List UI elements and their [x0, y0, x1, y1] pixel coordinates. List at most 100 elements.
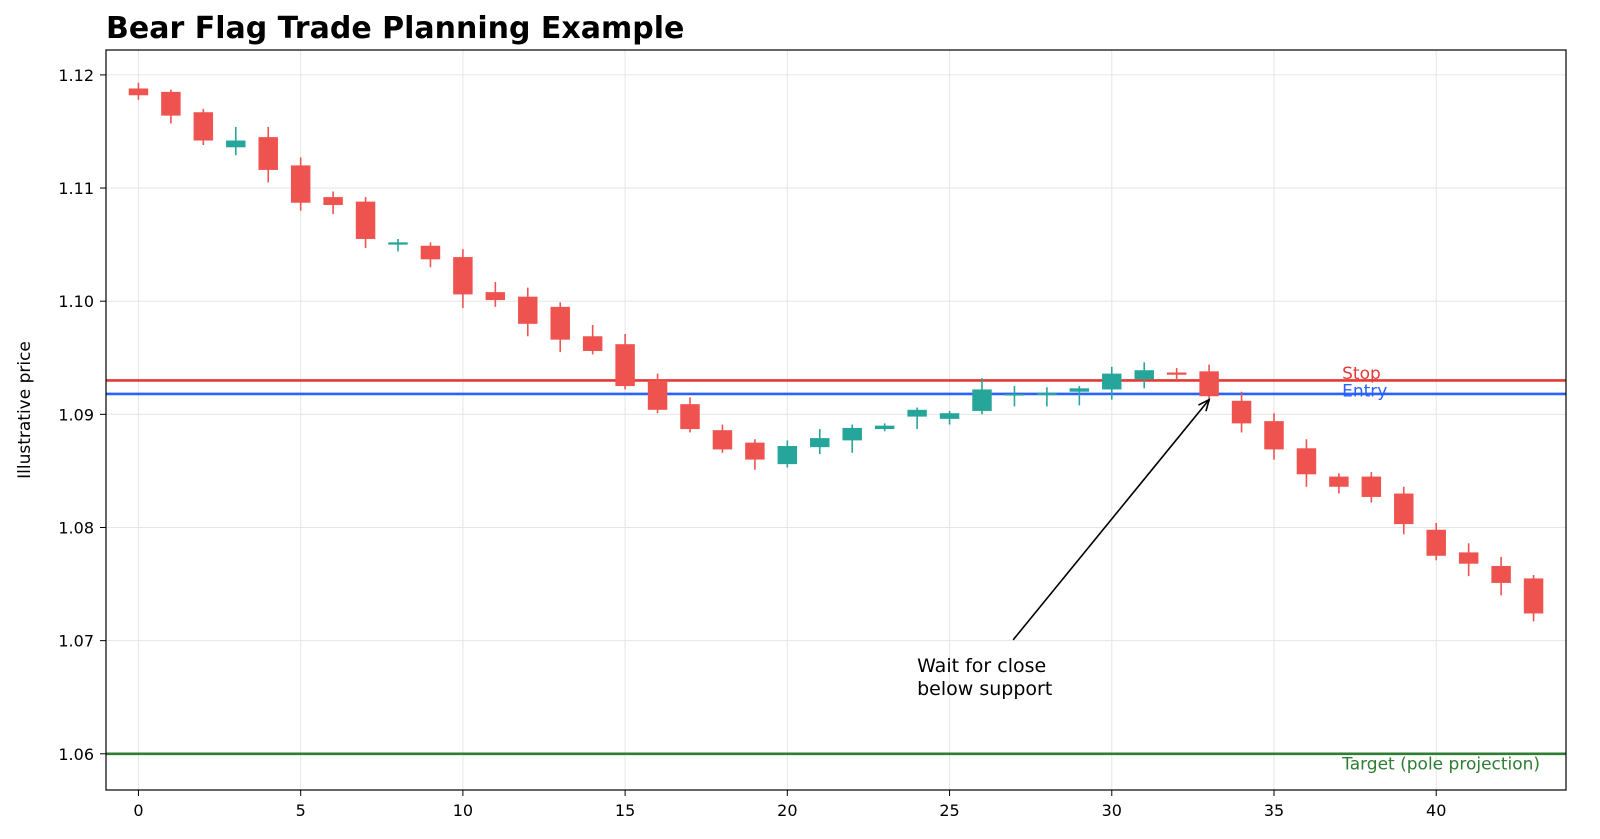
candle-bullish [907, 407, 927, 430]
candle-bearish [550, 302, 570, 353]
candle-body [810, 438, 830, 448]
candle-bearish [193, 108, 214, 146]
candle-body [388, 242, 408, 245]
annotation-text: below support [917, 678, 1052, 700]
x-tick-label: 5 [296, 801, 306, 820]
candle-body [1037, 392, 1057, 396]
candle-bearish [453, 249, 473, 308]
candle-bearish [1199, 364, 1219, 402]
candle-bearish [128, 82, 149, 100]
candle-bearish [1264, 413, 1284, 460]
annotation-arrow-line [1012, 399, 1210, 641]
candle-body [1264, 421, 1284, 450]
candle-body [1102, 373, 1122, 390]
y-tick-label: 1.12 [58, 66, 94, 85]
y-tick-label: 1.10 [58, 292, 94, 311]
candle-bearish [680, 397, 700, 433]
candle-body [1134, 370, 1154, 380]
candle-bearish [258, 126, 278, 183]
candle-bullish [1037, 387, 1057, 407]
candle-bearish [420, 242, 441, 268]
candle-body [745, 442, 765, 460]
candle-bearish [647, 373, 668, 414]
target-level-label: Target (pole projection) [1341, 754, 1540, 774]
candle-body [680, 404, 700, 430]
candle-body [1426, 529, 1446, 556]
candle-body [647, 380, 668, 410]
candle-bullish [972, 378, 992, 415]
candle-body [550, 306, 570, 340]
candle-body [582, 336, 603, 351]
candle-bearish [1329, 473, 1349, 494]
y-axis-label: Illustrative price [15, 341, 35, 479]
x-tick-label: 30 [1102, 801, 1122, 820]
candle-body [842, 427, 862, 441]
y-tick-label: 1.11 [58, 179, 94, 198]
candle-bullish [1004, 386, 1025, 407]
y-tick-label: 1.09 [58, 405, 94, 424]
candle-bullish [810, 429, 830, 454]
x-tick-label: 15 [615, 801, 635, 820]
candle-bearish [582, 324, 603, 355]
candle-body [323, 197, 343, 206]
candle-body [1523, 578, 1544, 614]
candle-body [1166, 372, 1187, 375]
candle-body [1458, 552, 1479, 564]
candle-bearish [1231, 391, 1252, 433]
annotation-text: Wait for close [917, 655, 1046, 677]
candle-body [1296, 448, 1317, 475]
candle-body [615, 344, 635, 387]
candle-body [777, 446, 798, 465]
candle-bearish [518, 287, 538, 337]
candle-bearish [745, 439, 765, 470]
candle-bearish [485, 281, 506, 307]
candle-bearish [1361, 472, 1382, 503]
x-tick-label: 35 [1264, 801, 1284, 820]
candle-body [1394, 493, 1414, 525]
candle-body [1069, 388, 1090, 392]
candle-bearish [712, 424, 733, 453]
candle-bullish [939, 410, 960, 425]
chart-title: Bear Flag Trade Planning Example [106, 11, 684, 46]
candle-body [939, 413, 960, 419]
x-tick-label: 40 [1426, 801, 1446, 820]
annotation-arrow-head [1198, 398, 1211, 412]
candle-bearish [290, 157, 311, 211]
candle-body [972, 389, 992, 411]
candle-body [355, 201, 376, 239]
candle-bearish [323, 191, 343, 215]
x-tick-label: 10 [453, 801, 473, 820]
candle-body [290, 165, 311, 203]
candle-bullish [1069, 386, 1090, 406]
candle-body [1491, 565, 1511, 583]
y-tick-label: 1.08 [58, 518, 94, 537]
axis-ticks: 0 5 10 15 20 25 30 35 40 1.06 1.07 1.08 1.09 1.10 1.11… [58, 66, 1446, 820]
candle-bearish [1426, 522, 1446, 561]
candle-bearish [1166, 367, 1187, 381]
candle-bearish [161, 89, 181, 124]
candle-bearish [1296, 439, 1317, 487]
candle-body [1231, 400, 1252, 424]
candle-body [258, 137, 278, 170]
candle-bearish [1394, 486, 1414, 535]
stop-level-label: Stop [1342, 364, 1381, 384]
candle-body [874, 425, 895, 430]
x-tick-label: 0 [133, 801, 143, 820]
candle-body [1329, 476, 1349, 487]
candle-bearish [1458, 543, 1479, 577]
grid [106, 50, 1566, 790]
candle-bearish [1523, 575, 1544, 622]
candles [128, 82, 1544, 622]
candle-bullish [1134, 362, 1154, 389]
candle-body [518, 296, 538, 324]
candle-body [420, 245, 441, 260]
x-tick-label: 20 [777, 801, 797, 820]
candle-bearish [355, 197, 376, 249]
candle-bullish [388, 238, 408, 252]
candle-bearish [1491, 556, 1511, 596]
candle-body [712, 430, 733, 450]
candle-body [161, 91, 181, 116]
